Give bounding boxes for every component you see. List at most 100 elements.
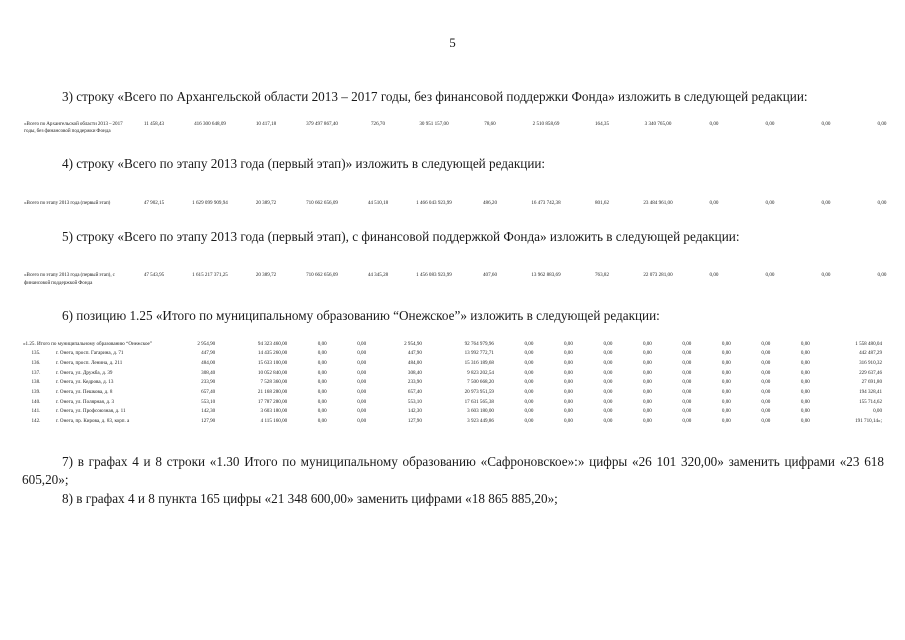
cell-value: 194 328,41: [859, 389, 882, 396]
cell-value: 0,00: [682, 369, 692, 376]
cell-value: 407,60: [482, 272, 497, 279]
cell-value: 15 633 100,00: [257, 360, 288, 367]
cell-value: 0,00: [524, 398, 534, 405]
cell-value: 308,40: [407, 369, 422, 376]
cell-value: 0,00: [563, 350, 573, 357]
cell-value: 1 615 217 371,25: [192, 272, 228, 279]
table-stage-no-fund: «Всего по этапу 2013 года (первый этап) …: [22, 200, 905, 207]
cell-value: 0,00: [524, 417, 534, 424]
cell-value: 0,00: [721, 360, 731, 367]
cell-value: 0,00: [317, 360, 327, 367]
table-row: «Всего по этапу 2013 года (первый этап) …: [22, 200, 905, 207]
cell-value: 0,00: [603, 369, 613, 376]
cell-value: 0,00: [682, 417, 692, 424]
cell-value: 78,60: [484, 120, 496, 127]
cell-value: 0,00: [721, 417, 731, 424]
cell-value: 710 662 656,09: [306, 200, 338, 207]
cell-value: 0,00: [800, 389, 810, 396]
row-address: г. Онега, ул. Кедрова, д. 13: [55, 379, 114, 386]
table-row: «Всего по Архангельской области 2013 – 2…: [22, 121, 905, 136]
row-label: «Всего по Архангельской области 2013 – 2…: [24, 120, 123, 135]
cell-value: 0,00: [761, 408, 771, 415]
cell-value: 13 992 772,71: [464, 350, 494, 357]
cell-value: 17 631 565,38: [464, 398, 494, 405]
cell-value: 0,00: [765, 200, 775, 207]
cell-value: 308,40: [201, 369, 216, 376]
clause-item-4: 4) строку «Всего по этапу 2013 года (пер…: [62, 156, 546, 172]
cell-value: 0,00: [357, 398, 367, 405]
table-row: 142. г. Онега, пр. Кирова, д. 83, корп. а…: [22, 417, 884, 427]
cell-value: 0,00: [800, 398, 810, 405]
table-row: 139. г. Онега, ул. Пешкова, д. 8 657,40 21 …: [22, 388, 884, 398]
cell-value: 657,40: [407, 389, 422, 396]
table-row: 137. г. Онега, ул. Дружба, д. 39 308,40 10 …: [22, 369, 884, 379]
cell-value: 0,00: [603, 360, 613, 367]
row-index: 140.: [31, 398, 41, 405]
cell-value: 0,00: [682, 360, 692, 367]
row-address: г. Онега, ул. Дружба, д. 39: [55, 369, 113, 376]
cell-value: 17 787 280,00: [257, 398, 288, 405]
cell-value: 3 603 180,00: [467, 408, 494, 415]
cell-value: 484,00: [407, 360, 422, 367]
cell-value: 0,00: [721, 408, 731, 415]
cell-value: 0,00: [761, 360, 771, 367]
cell-value: 0,00: [317, 389, 327, 396]
cell-value: 0,00: [563, 360, 573, 367]
cell-value: 0,00: [603, 398, 613, 405]
cell-value: 0,00: [800, 408, 810, 415]
cell-value: 416 300 648,09: [194, 120, 226, 127]
row-index: 142.: [31, 417, 41, 424]
cell-value: 0,00: [709, 200, 719, 207]
cell-value: 1 629 099 909,94: [192, 200, 228, 207]
row-label: «Всего по этапу 2013 года (первый этап),…: [24, 272, 115, 286]
cell-value: 44 510,18: [367, 200, 389, 207]
cell-value: 0,00: [603, 389, 613, 396]
cell-value: 233,90: [201, 379, 216, 386]
page-number: 5: [449, 35, 456, 50]
cell-value: 0,00: [800, 417, 810, 424]
table-row: «Всего по этапу 2013 года (первый этап),…: [22, 272, 905, 287]
cell-value: 0,00: [642, 360, 652, 367]
cell-value: 0,00: [642, 340, 652, 347]
clause-item-5: 5) строку «Всего по этапу 2013 года (пер…: [62, 228, 740, 244]
cell-value: 21 168 280,00: [257, 389, 288, 396]
cell-value: 710 662 656,09: [306, 272, 338, 279]
cell-value: 0,00: [317, 340, 327, 347]
cell-value: 0,00: [317, 379, 327, 386]
cell-value: 726,70: [370, 120, 385, 127]
cell-value: 0,00: [357, 369, 367, 376]
cell-value: 0,00: [524, 360, 534, 367]
cell-value: 0,00: [682, 389, 692, 396]
cell-value: 0,00: [761, 350, 771, 357]
cell-value: 229 637,46: [859, 369, 882, 376]
cell-value: 0,00: [524, 379, 534, 386]
cell-value: 0,00: [721, 389, 731, 396]
cell-value: 3 603 180,00: [260, 408, 288, 415]
cell-value: 164,35: [594, 120, 609, 127]
cell-value: 442 487,29: [859, 350, 882, 357]
cell-value: 0,00: [642, 369, 652, 376]
cell-value: 0,00: [877, 200, 887, 207]
cell-value: 763,82: [594, 272, 609, 279]
cell-value: 0,00: [603, 350, 613, 357]
table-row: 138. г. Онега, ул. Кедрова, д. 13 233,90 7 …: [22, 378, 884, 388]
cell-value: 0,00: [642, 398, 652, 405]
cell-value: 379 497 867,40: [306, 120, 338, 127]
cell-value: 27 691,80: [861, 379, 882, 386]
cell-value: 0,00: [761, 389, 771, 396]
cell-value: 233,90: [407, 379, 422, 386]
cell-value: 0,00: [357, 389, 367, 396]
cell-value: 0,00: [317, 408, 327, 415]
cell-value: 0,00: [563, 417, 573, 424]
cell-value: 0,00: [357, 379, 367, 386]
cell-value: 20 389,72: [255, 272, 277, 279]
cell-value: 0,00: [761, 340, 771, 347]
cell-value: 0,00: [761, 379, 771, 386]
cell-value: 0,00: [642, 350, 652, 357]
cell-value: 11 458,43: [143, 120, 165, 127]
cell-value: 20 389,72: [255, 200, 277, 207]
cell-value: 0,00: [682, 379, 692, 386]
cell-value: 23 484 961,00: [643, 200, 673, 207]
cell-value: 2 954,90: [404, 340, 422, 347]
cell-value: 0,00: [682, 408, 692, 415]
